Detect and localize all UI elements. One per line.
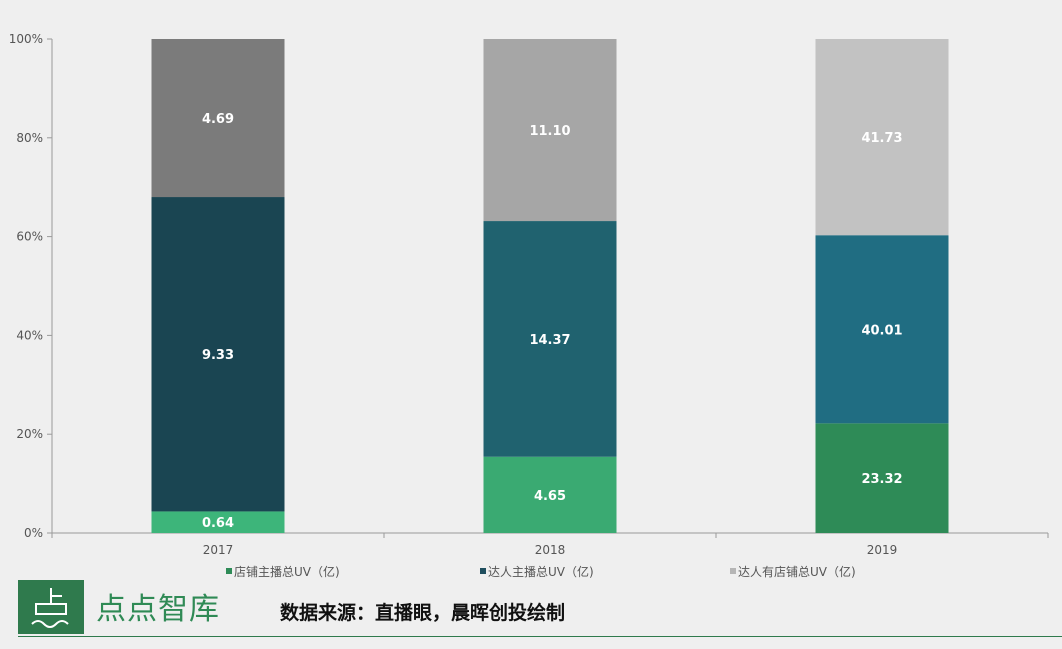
brand-name: 点点智库 xyxy=(96,592,220,627)
bar-segment xyxy=(151,197,285,512)
legend-swatch xyxy=(480,568,486,574)
data-label: 40.01 xyxy=(861,323,902,338)
y-tick-label: 80% xyxy=(16,131,43,145)
bar-segment xyxy=(483,221,617,457)
y-tick-label: 0% xyxy=(24,526,43,540)
y-tick-label: 20% xyxy=(16,427,43,441)
data-label: 4.69 xyxy=(202,112,234,127)
bar-segment xyxy=(483,456,617,533)
x-tick-label: 2019 xyxy=(867,543,898,557)
y-tick-label: 100% xyxy=(9,32,43,46)
brand-logo xyxy=(18,580,84,634)
bar-segment xyxy=(815,39,949,236)
footer-divider xyxy=(18,636,1062,637)
data-label: 41.73 xyxy=(861,131,902,146)
brand-logo-icon xyxy=(31,588,69,628)
data-label: 14.37 xyxy=(529,333,570,348)
footer: 点点智库 数据来源：直播眼，晨晖创投绘制 xyxy=(0,574,1062,649)
data-label: 23.32 xyxy=(861,472,902,487)
data-label: 11.10 xyxy=(529,124,570,139)
data-source-note: 数据来源：直播眼，晨晖创投绘制 xyxy=(280,602,566,624)
bar-segment xyxy=(151,39,285,198)
data-label: 4.65 xyxy=(534,489,566,504)
x-tick-label: 2017 xyxy=(203,543,234,557)
legend-swatch xyxy=(226,568,232,574)
bar-segment xyxy=(483,39,617,222)
bar-segment xyxy=(151,511,285,533)
legend-label: 达人主播总UV（亿) xyxy=(488,564,594,579)
legend-swatch xyxy=(730,568,736,574)
y-tick-label: 60% xyxy=(16,230,43,244)
legend-label: 店铺主播总UV（亿) xyxy=(234,564,340,579)
bar-segment xyxy=(815,235,949,424)
data-label: 0.64 xyxy=(202,516,234,531)
data-label: 9.33 xyxy=(202,348,234,363)
bar-segment xyxy=(815,423,949,533)
x-tick-label: 2018 xyxy=(535,543,566,557)
stacked-bar-chart: 0% 20% 40% 60% 80% 100% 0.64 9.33 4.69 2017 4.65 14… xyxy=(9,32,1049,579)
y-tick-label: 40% xyxy=(16,328,43,342)
legend-label: 达人有店铺总UV（亿) xyxy=(738,564,856,579)
